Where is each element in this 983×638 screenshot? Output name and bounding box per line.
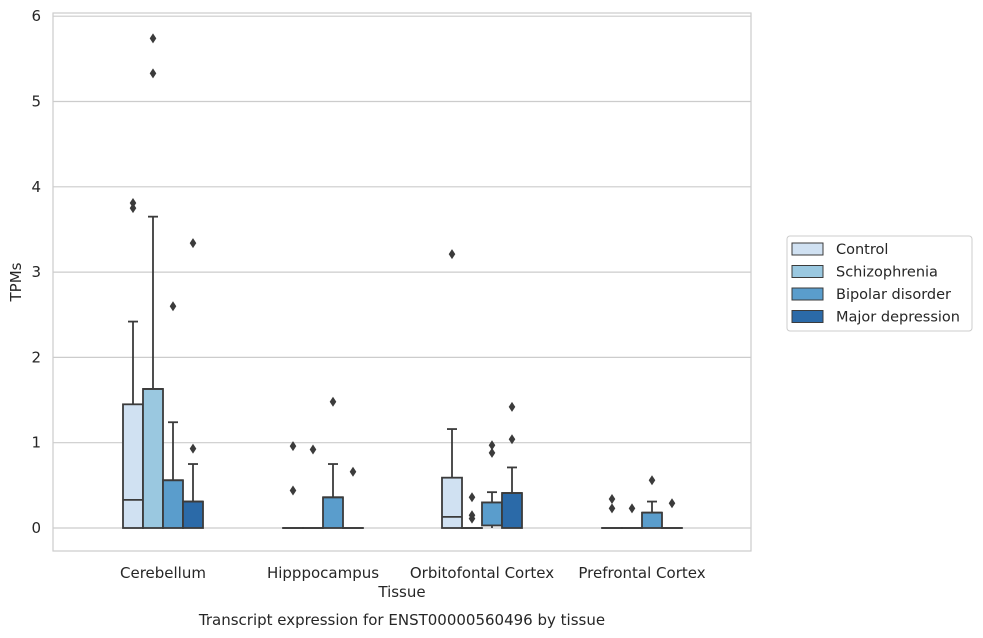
outlier-point	[309, 444, 317, 455]
y-tick-label: 1	[31, 434, 41, 452]
box-body	[322, 496, 344, 529]
box-schizophrenia	[142, 215, 164, 529]
box-body	[441, 476, 463, 529]
outlier-point	[608, 503, 616, 514]
legend-swatch	[791, 310, 824, 323]
legend-label: Schizophrenia	[836, 265, 938, 281]
x-tick-label: Cerebellum	[120, 564, 206, 582]
outlier-point	[149, 68, 157, 79]
outlier-point	[349, 466, 357, 477]
box-major-depression	[182, 463, 204, 529]
y-tick-label: 3	[31, 263, 41, 281]
outlier-point	[289, 485, 297, 496]
outlier-point	[468, 510, 476, 521]
outlier-point	[508, 434, 516, 445]
boxes	[122, 215, 683, 529]
outlier-point	[329, 396, 337, 407]
outlier-point	[149, 33, 157, 44]
box-body	[142, 388, 164, 529]
outlier-point	[448, 249, 456, 260]
outlier-point	[129, 203, 137, 214]
outlier-point	[189, 443, 197, 454]
y-tick-label: 0	[31, 519, 41, 537]
y-axis-title: TPMs	[7, 262, 25, 302]
box-bipolar-disorder	[641, 500, 663, 529]
outlier-point	[129, 198, 137, 209]
legend-swatch	[791, 287, 824, 301]
legend-frame	[786, 235, 973, 332]
outlier-point	[169, 301, 177, 312]
y-tick-label: 6	[31, 7, 41, 25]
outlier-point	[648, 475, 656, 486]
x-tick-labels: Cerebellum Hipppocampus Orbitofontal Corte…	[120, 564, 706, 582]
chart-caption: Transcript expression for ENST0000056049…	[198, 611, 605, 629]
box-bipolar-disorder	[322, 463, 344, 529]
outlier-point	[468, 492, 476, 503]
x-tick-label: Hipppocampus	[267, 564, 379, 582]
outlier-point	[189, 238, 197, 249]
outlier-point	[488, 447, 496, 458]
y-tick-label: 5	[31, 93, 41, 111]
legend-label: Bipolar disorder	[836, 287, 951, 303]
box-major-depression	[501, 466, 523, 529]
box-body	[182, 500, 204, 529]
legend-swatch	[791, 242, 824, 256]
box-body	[501, 492, 523, 529]
plot-area	[52, 12, 752, 552]
box-body	[122, 403, 144, 529]
outlier-points	[129, 33, 676, 524]
outlier-point	[488, 440, 496, 451]
y-tick-label: 4	[31, 178, 41, 196]
x-tick-label: Prefrontal Cortex	[578, 564, 705, 582]
outlier-point	[508, 401, 516, 412]
y-tick-labels: 0 1 2 3 4 5 6	[31, 7, 41, 537]
box-control	[441, 428, 463, 529]
legend-label: Major depression	[836, 310, 960, 326]
box-body	[481, 501, 503, 527]
outlier-point	[289, 441, 297, 452]
legend-label: Control	[836, 242, 888, 258]
x-tick-label: Orbitofontal Cortex	[410, 564, 554, 582]
x-axis-title: Tissue	[377, 583, 425, 601]
outlier-point	[668, 498, 676, 509]
legend: Control Schizophrenia Bipolar disorder Majo…	[786, 235, 973, 332]
outlier-point	[628, 503, 636, 514]
legend-swatch	[791, 265, 824, 278]
box-body	[162, 479, 184, 529]
y-tick-label: 2	[31, 348, 41, 366]
outlier-point	[608, 493, 616, 504]
box-body	[641, 511, 663, 529]
